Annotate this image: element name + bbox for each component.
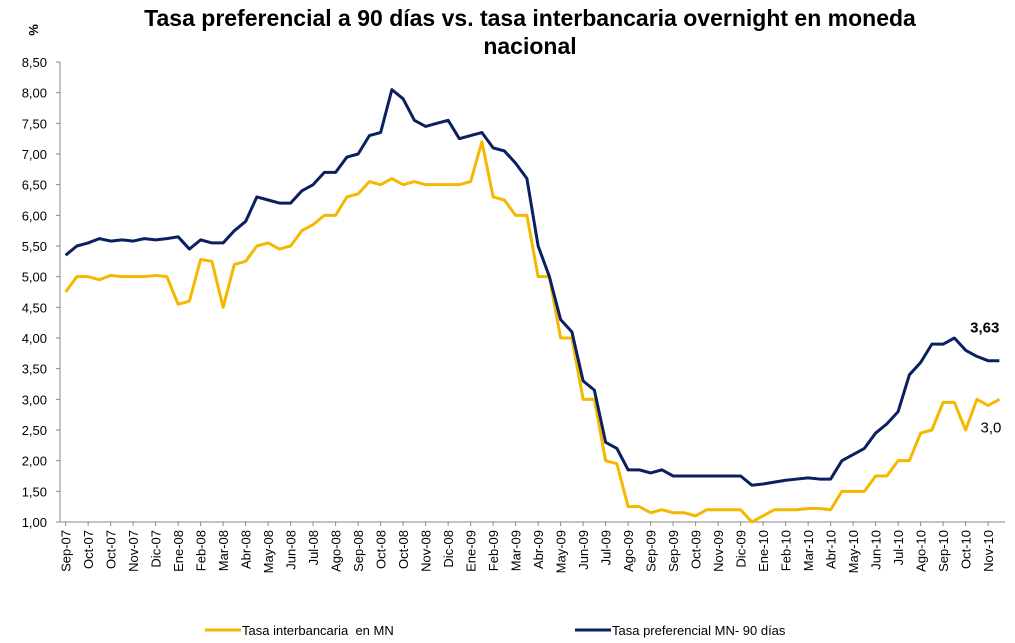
y-tick-label: 6,50: [22, 178, 47, 193]
x-tick-label: Feb-10: [779, 530, 794, 571]
x-tick-label: Mar-10: [801, 530, 816, 571]
x-tick-label: Jun-09: [576, 530, 591, 570]
x-tick-label: Dic-07: [149, 530, 164, 568]
x-tick-label: Ago-10: [914, 530, 929, 572]
legend-label: Tasa preferencial MN- 90 días: [612, 623, 786, 638]
x-tick-label: Jul-10: [891, 530, 906, 565]
y-tick-label: 2,50: [22, 423, 47, 438]
x-tick-label: Abr-09: [531, 530, 546, 569]
x-tick-label: Dic-09: [734, 530, 749, 568]
x-tick-label: Oct-07: [104, 530, 119, 569]
y-tick-label: 6,00: [22, 208, 47, 223]
x-tick-label: Nov-09: [711, 530, 726, 572]
x-tick-label: Oct-08: [396, 530, 411, 569]
y-tick-label: 7,50: [22, 116, 47, 131]
x-tick-label: Oct-09: [689, 530, 704, 569]
y-tick-label: 5,00: [22, 270, 47, 285]
y-tick-label: 2,00: [22, 454, 47, 469]
x-tick-label: Abr-08: [239, 530, 254, 569]
y-tick-label: 3,00: [22, 392, 47, 407]
x-tick-label: Abr-10: [824, 530, 839, 569]
x-tick-label: Jun-10: [869, 530, 884, 570]
y-tick-label: 5,50: [22, 239, 47, 254]
annotation: 3,0: [981, 419, 1002, 436]
x-tick-label: Nov-10: [981, 530, 996, 572]
x-tick-label: Mar-08: [216, 530, 231, 571]
y-tick-label: 3,50: [22, 362, 47, 377]
y-axis-label: %: [26, 24, 41, 36]
y-tick-label: 8,50: [22, 55, 47, 70]
y-tick-label: 1,00: [22, 515, 47, 530]
x-tick-label: Nov-07: [126, 530, 141, 572]
x-tick-label: Oct-08: [374, 530, 389, 569]
x-tick-label: Ago-09: [621, 530, 636, 572]
y-tick-label: 4,50: [22, 300, 47, 315]
x-tick-label: Ago-08: [329, 530, 344, 572]
series-line: [64, 140, 1001, 524]
x-tick-label: Oct-07: [81, 530, 96, 569]
y-tick-label: 8,00: [22, 86, 47, 101]
x-tick-label: Jul-08: [306, 530, 321, 565]
x-tick-label: Jul-09: [599, 530, 614, 565]
series-line: [64, 88, 1000, 487]
x-tick-label: May-09: [554, 530, 569, 573]
x-tick-label: May-10: [846, 530, 861, 573]
y-tick-label: 4,00: [22, 331, 47, 346]
x-tick-label: Sep-07: [59, 530, 74, 572]
y-tick-label: 7,00: [22, 147, 47, 162]
x-tick-label: Nov-08: [419, 530, 434, 572]
annotation: 3,63: [970, 320, 999, 337]
x-tick-label: Ene-08: [171, 530, 186, 572]
x-tick-label: Ene-09: [464, 530, 479, 572]
y-tick-label: 1,50: [22, 484, 47, 499]
x-tick-label: Sep-09: [644, 530, 659, 572]
x-tick-label: Mar-09: [509, 530, 524, 571]
x-tick-label: Sep-10: [936, 530, 951, 572]
x-tick-label: May-08: [261, 530, 276, 573]
x-tick-label: Feb-09: [486, 530, 501, 571]
legend-label: Tasa interbancaria en MN: [242, 623, 394, 638]
x-tick-label: Ene-10: [756, 530, 771, 572]
x-tick-label: Feb-08: [194, 530, 209, 571]
x-tick-label: Dic-08: [441, 530, 456, 568]
x-tick-label: Jun-08: [284, 530, 299, 570]
x-tick-label: Oct-10: [959, 530, 974, 569]
x-tick-label: Sep-08: [351, 530, 366, 572]
chart-title: Tasa preferencial a 90 días vs. tasa int…: [144, 5, 916, 59]
x-tick-label: Sep-09: [666, 530, 681, 572]
